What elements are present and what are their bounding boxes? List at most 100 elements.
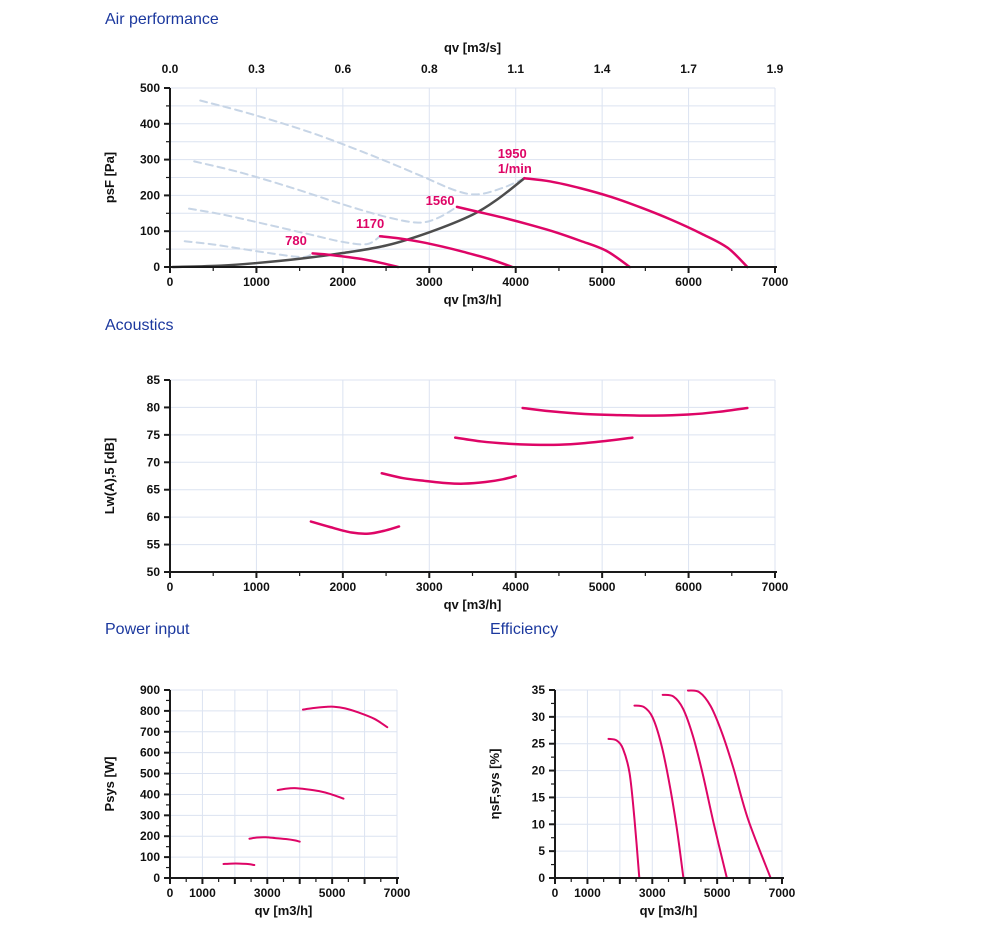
axis-text: 55 xyxy=(147,538,161,552)
curve-power-1560 xyxy=(276,787,345,800)
axis-text: 15 xyxy=(532,790,546,804)
axis-text: 500 xyxy=(140,81,160,95)
axis-text: 60 xyxy=(147,510,161,524)
curve-label-1-min: 1/min xyxy=(498,161,532,176)
chart-title-air-performance: Air performance xyxy=(105,11,219,28)
axis-text: 0 xyxy=(153,260,160,274)
axis-text: 300 xyxy=(140,153,160,167)
axis-text: 300 xyxy=(140,808,160,822)
axis-text: 5000 xyxy=(319,886,346,900)
gridlines xyxy=(169,689,398,879)
axis-text: 700 xyxy=(140,725,160,739)
axis-text: 1000 xyxy=(189,886,216,900)
axis-text: 0.8 xyxy=(421,62,438,76)
curve-label-1170: 1170 xyxy=(356,216,384,231)
axis-text: 500 xyxy=(140,767,160,781)
axis-text: 2000 xyxy=(330,580,357,594)
axis-text: 1.7 xyxy=(680,62,697,76)
axis-text: 7000 xyxy=(769,886,796,900)
axis-text: 0 xyxy=(538,871,545,885)
axis-text: 0 xyxy=(167,580,174,594)
axis-text: 20 xyxy=(532,764,546,778)
axis-text: 0 xyxy=(153,871,160,885)
curve-noise-780 xyxy=(309,520,401,535)
axis-text: 400 xyxy=(140,787,160,801)
axis-text: 1.4 xyxy=(594,62,611,76)
axis-text: 100 xyxy=(140,224,160,238)
axis-text: 80 xyxy=(147,400,161,414)
axis-text: Psys [W] xyxy=(102,757,117,812)
axis-text: 0.0 xyxy=(162,62,179,76)
axis-text: 1000 xyxy=(574,886,601,900)
axis-ticks xyxy=(549,689,783,884)
gridlines xyxy=(169,87,776,268)
axis-text: 7000 xyxy=(762,580,789,594)
axis-text: 1.9 xyxy=(767,62,784,76)
axis-text: 25 xyxy=(532,737,546,751)
gridlines xyxy=(169,379,776,573)
axis-text: 0 xyxy=(552,886,559,900)
axis-text: 10 xyxy=(532,817,546,831)
axis-text: qv [m3/h] xyxy=(640,903,698,918)
chart-title-power-input: Power input xyxy=(105,621,190,638)
axis-text: 3000 xyxy=(254,886,281,900)
axis-ticks xyxy=(164,689,398,884)
axis-text: ηsF,sys [%] xyxy=(487,749,502,820)
axis-text: 6000 xyxy=(675,580,702,594)
chart-title-acoustics: Acoustics xyxy=(105,317,174,334)
curve-noise-1560 xyxy=(453,436,634,447)
curve-system-resistance xyxy=(171,176,526,269)
axis-text: qv [m3/s] xyxy=(444,40,501,55)
axis-text: 4000 xyxy=(502,580,529,594)
chart-acoustics: 0 1000 2000 3000 4000 5000 6000 7000 50 55 60 65 70 7… xyxy=(102,373,789,612)
axis-text: 5000 xyxy=(589,275,616,289)
axis-text: 5000 xyxy=(589,580,616,594)
chart-efficiency: 0 1000 3000 5000 7000 0 5 10 15 20 25 30 35 qv [m3/h]… xyxy=(487,683,796,918)
curve-780-unstable-dashed xyxy=(183,240,314,258)
axis-text: 30 xyxy=(532,710,546,724)
axis-text: 600 xyxy=(140,746,160,760)
axis-text: 4000 xyxy=(502,275,529,289)
axis-text: 35 xyxy=(532,683,546,697)
curve-fan-1950 xyxy=(523,176,749,269)
axis-text: 85 xyxy=(147,373,161,387)
curve-power-1950 xyxy=(301,705,389,729)
axis-text: 0.6 xyxy=(335,62,352,76)
curve-fan-1170 xyxy=(378,234,514,269)
curve-noise-1170 xyxy=(380,472,517,485)
axis-text: psF [Pa] xyxy=(102,152,117,203)
curve-eff-1170 xyxy=(633,704,685,879)
axis-text: 65 xyxy=(147,483,161,497)
axis-text: Lw(A),5 [dB] xyxy=(102,438,117,515)
axis-ticks xyxy=(164,379,776,578)
curve-noise-1950 xyxy=(521,406,749,417)
axis-text: 3000 xyxy=(416,275,443,289)
axis-text: qv [m3/h] xyxy=(444,292,502,307)
axis-text: 0 xyxy=(167,886,174,900)
axis-text: 200 xyxy=(140,188,160,202)
curve-eff-1560 xyxy=(661,693,728,879)
axis-text: 70 xyxy=(147,455,161,469)
axis-text: 1000 xyxy=(243,580,270,594)
axis-text: qv [m3/h] xyxy=(444,597,502,612)
axis-text: 7000 xyxy=(384,886,411,900)
curve-1560-unstable-dashed xyxy=(193,160,458,224)
axis-text: qv [m3/h] xyxy=(255,903,313,918)
axis-text: 5 xyxy=(538,844,545,858)
axis-text: 200 xyxy=(140,829,160,843)
axis-text: 1000 xyxy=(243,275,270,289)
curve-power-1170 xyxy=(248,836,301,843)
axis-text: 3000 xyxy=(416,580,443,594)
axis-text: 2000 xyxy=(330,275,357,289)
chart-title-efficiency: Efficiency xyxy=(490,621,559,638)
chart-air: 0 1000 2000 3000 4000 5000 6000 7000 0 100 200 300 4… xyxy=(102,40,789,307)
curve-power-780 xyxy=(222,862,256,867)
curve-label-1950: 1950 xyxy=(498,146,527,161)
axis-ticks xyxy=(164,87,776,273)
axis-text: 5000 xyxy=(704,886,731,900)
axis-text: 0 xyxy=(167,275,174,289)
axis-text: 7000 xyxy=(762,275,789,289)
axis-text: 0.3 xyxy=(248,62,265,76)
